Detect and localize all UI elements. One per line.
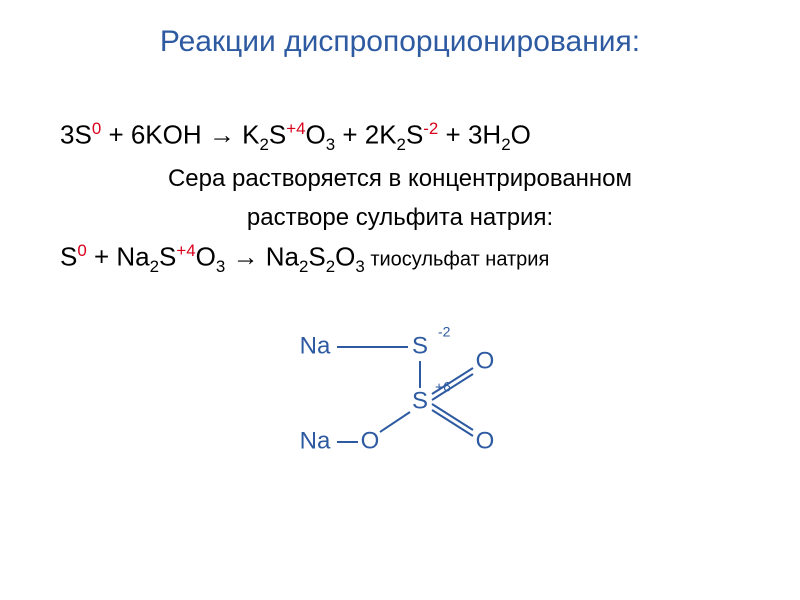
equation-2: S0 + Na2S+4O3 → Na2S2O3 тиосульфат натри… xyxy=(40,241,760,277)
eq2-sup1: 0 xyxy=(77,241,86,260)
svg-text:S: S xyxy=(412,387,428,414)
svg-text:-2: -2 xyxy=(438,324,451,340)
eq2-o1: O xyxy=(196,242,216,272)
svg-text:O: O xyxy=(476,347,495,374)
eq2-sub4: 2 xyxy=(326,257,335,276)
eq2-mid1: + Na xyxy=(87,242,150,272)
eq2-suffix: тиосульфат натрия xyxy=(365,249,550,271)
eq2-sub1: 2 xyxy=(150,257,159,276)
eq2-sub2: 3 xyxy=(216,257,225,276)
description-line-2: растворе сульфита натрия: xyxy=(40,202,760,233)
svg-text:Na: Na xyxy=(300,427,331,454)
svg-text:Na: Na xyxy=(300,332,331,359)
thiosulfate-structure: SSONaNaOO-2+6 xyxy=(40,307,760,472)
eq2-arrow: → Na xyxy=(225,242,299,272)
eq2-sub5: 3 xyxy=(355,257,364,276)
svg-text:S: S xyxy=(412,332,428,359)
structure-svg: SSONaNaOO-2+6 xyxy=(260,307,540,467)
eq2-sub3: 2 xyxy=(299,257,308,276)
slide-title: Реакции диспропорционирования: xyxy=(40,25,760,59)
svg-text:O: O xyxy=(476,427,495,454)
description-line-1: Сера растворяется в концентрированном xyxy=(40,163,760,194)
equation-1: 3S0 + 6KOH → K2S+4O3 + 2K2S-2 + 3H2O xyxy=(40,119,760,155)
eq2-s: S xyxy=(60,242,77,272)
eq2-s2: S xyxy=(308,242,325,272)
eq2-sup2: +4 xyxy=(176,241,195,260)
eq2-o2: O xyxy=(335,242,355,272)
eq2-s1: S xyxy=(159,242,176,272)
svg-text:O: O xyxy=(361,427,380,454)
